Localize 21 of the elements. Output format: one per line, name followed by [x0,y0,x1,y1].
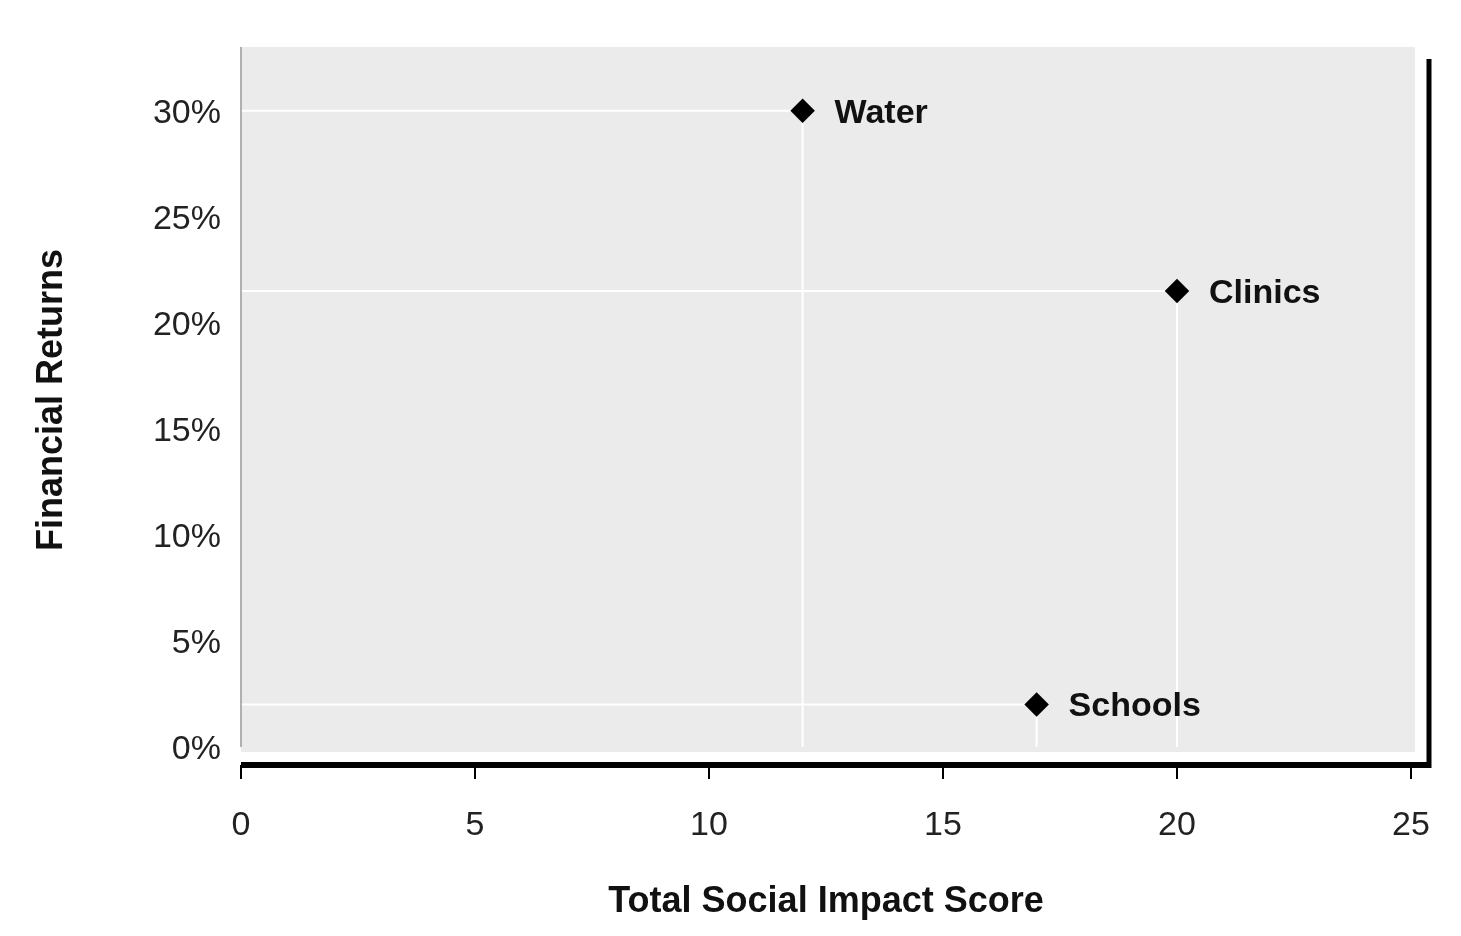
x-tick-label: 25 [1392,804,1430,842]
y-tick-label: 5% [171,621,221,660]
y-tick-label: 30% [152,91,221,130]
annotation: Clinics [1209,271,1321,310]
y-tick-label: 10% [152,515,221,554]
y-tick-label: 20% [152,303,221,342]
y-tick-label: 0% [171,727,221,766]
x-tick-label: 20 [1158,804,1196,842]
y-tick-label: 25% [152,197,221,236]
x-tick-label: 10 [690,804,728,842]
x-tick-label: 15 [924,804,962,842]
annotation: Schools [1068,685,1201,724]
annotation: Water [834,91,928,130]
x-axis-title: Total Social Impact Score [608,879,1044,920]
y-tick-label: 15% [152,409,221,448]
x-tick-label: 0 [231,804,251,842]
y-axis-title: Financial Returns [29,248,70,552]
point [790,98,815,123]
point [1024,692,1049,717]
x-tick-label: 5 [465,804,485,842]
point [1164,278,1190,304]
